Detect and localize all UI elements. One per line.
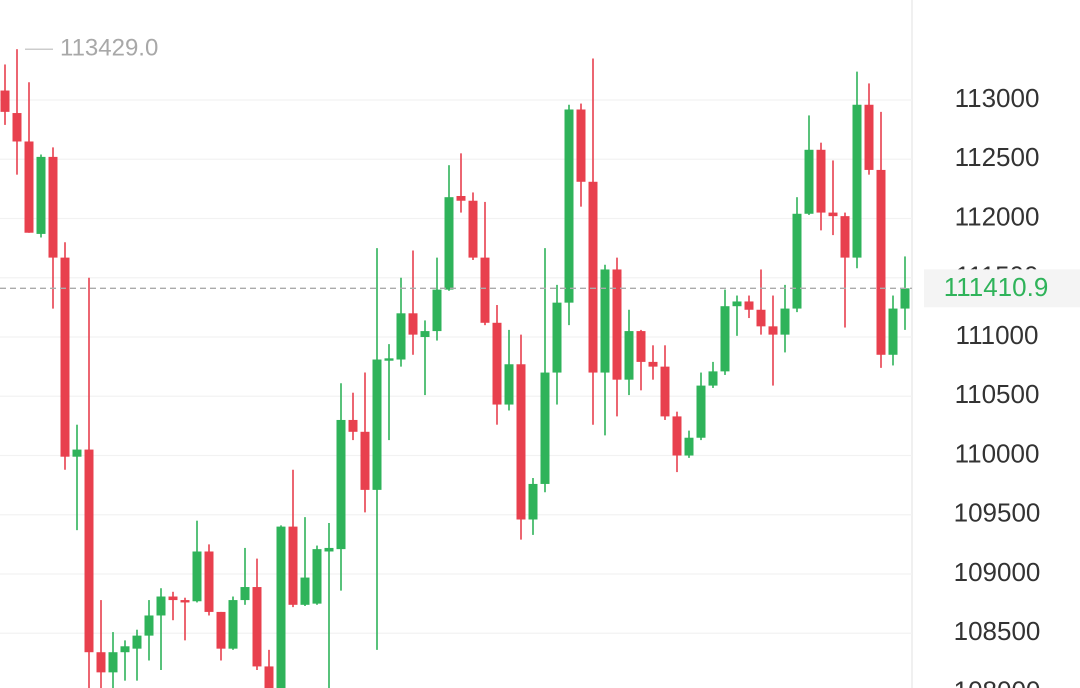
candle-body: [648, 361, 658, 367]
candle-body: [780, 308, 790, 335]
candle-body: [732, 301, 742, 307]
candle-body: [804, 149, 814, 214]
candle-body: [264, 666, 274, 688]
candle-body: [168, 596, 178, 601]
candle-body: [720, 306, 730, 372]
candle-body: [468, 200, 478, 258]
candle-body: [600, 269, 610, 373]
candle-body: [444, 197, 454, 290]
candle-body: [108, 652, 118, 673]
y-tick-label: 112000: [955, 201, 1040, 231]
candle-body: [48, 156, 58, 258]
y-tick-label: 111000: [956, 320, 1039, 350]
candle-body: [276, 526, 286, 688]
y-tick-label: 108000: [954, 675, 1041, 688]
candle-body: [660, 366, 670, 417]
candle-body: [336, 419, 346, 550]
y-tick-label: 110500: [955, 379, 1040, 409]
candle-body: [384, 358, 394, 361]
candle-body: [852, 104, 862, 258]
candle-body: [192, 551, 202, 602]
candle-body: [348, 419, 358, 432]
candle-body: [516, 364, 526, 520]
y-tick-label: 113000: [955, 83, 1040, 113]
last-price-box: [924, 269, 1080, 308]
candle-body: [36, 156, 46, 234]
candle-body: [552, 302, 562, 373]
candle-body: [564, 109, 574, 303]
y-tick-label: 109500: [954, 498, 1041, 528]
candle-body: [828, 212, 838, 217]
candle-body: [864, 104, 874, 170]
candle-body: [456, 195, 466, 201]
candle-body: [432, 289, 442, 332]
candle-body: [288, 526, 298, 605]
candle-body: [480, 257, 490, 323]
y-tick-label: 110000: [955, 438, 1040, 468]
candle-body: [408, 313, 418, 335]
candle-body: [840, 216, 850, 258]
high-marker-label: 113429.0: [60, 35, 158, 62]
candle-body: [588, 181, 598, 373]
candle-body: [156, 596, 166, 616]
candle-body: [684, 437, 694, 456]
candle-body: [900, 288, 910, 309]
candle-body: [216, 611, 226, 649]
candle-body: [816, 149, 826, 213]
candle-body: [708, 371, 718, 386]
candle-body: [12, 113, 22, 142]
candle-body: [204, 551, 214, 612]
candle-body: [324, 547, 334, 552]
candle-body: [0, 90, 10, 112]
candle-body: [120, 646, 130, 653]
candle-body: [132, 635, 142, 649]
y-tick-label: 108500: [954, 616, 1041, 646]
candle-body: [240, 587, 250, 601]
y-tick-label: 112500: [955, 142, 1040, 172]
candle-body: [372, 359, 382, 490]
candle-body: [420, 331, 430, 338]
candle-body: [528, 483, 538, 520]
candle-body: [792, 213, 802, 309]
candle-body: [672, 416, 682, 456]
candle-body: [84, 449, 94, 653]
y-tick-label: 109000: [954, 557, 1041, 587]
candle-body: [228, 600, 238, 649]
candle-body: [756, 309, 766, 327]
candle-body: [768, 326, 778, 335]
candle-body: [576, 109, 586, 182]
candle-body: [624, 331, 634, 380]
candle-body: [24, 141, 34, 233]
candle-body: [888, 308, 898, 355]
candle-body: [612, 269, 622, 380]
candle-body: [252, 587, 262, 667]
candle-body: [144, 615, 154, 636]
candle-body: [876, 169, 886, 355]
candle-body: [72, 449, 82, 457]
candle-body: [492, 322, 502, 405]
candle-body: [180, 600, 190, 603]
candle-body: [636, 331, 646, 362]
candle-body: [300, 577, 310, 605]
candle-body: [312, 549, 322, 604]
candle-body: [696, 385, 706, 438]
candle-body: [504, 364, 514, 405]
candle-body: [96, 652, 106, 673]
candle-body: [744, 301, 754, 310]
candle-body: [60, 257, 70, 457]
candle-body: [396, 313, 406, 360]
last-price-label: 111410.9: [944, 272, 1049, 302]
candle-body: [540, 372, 550, 484]
candle-body: [360, 431, 370, 490]
